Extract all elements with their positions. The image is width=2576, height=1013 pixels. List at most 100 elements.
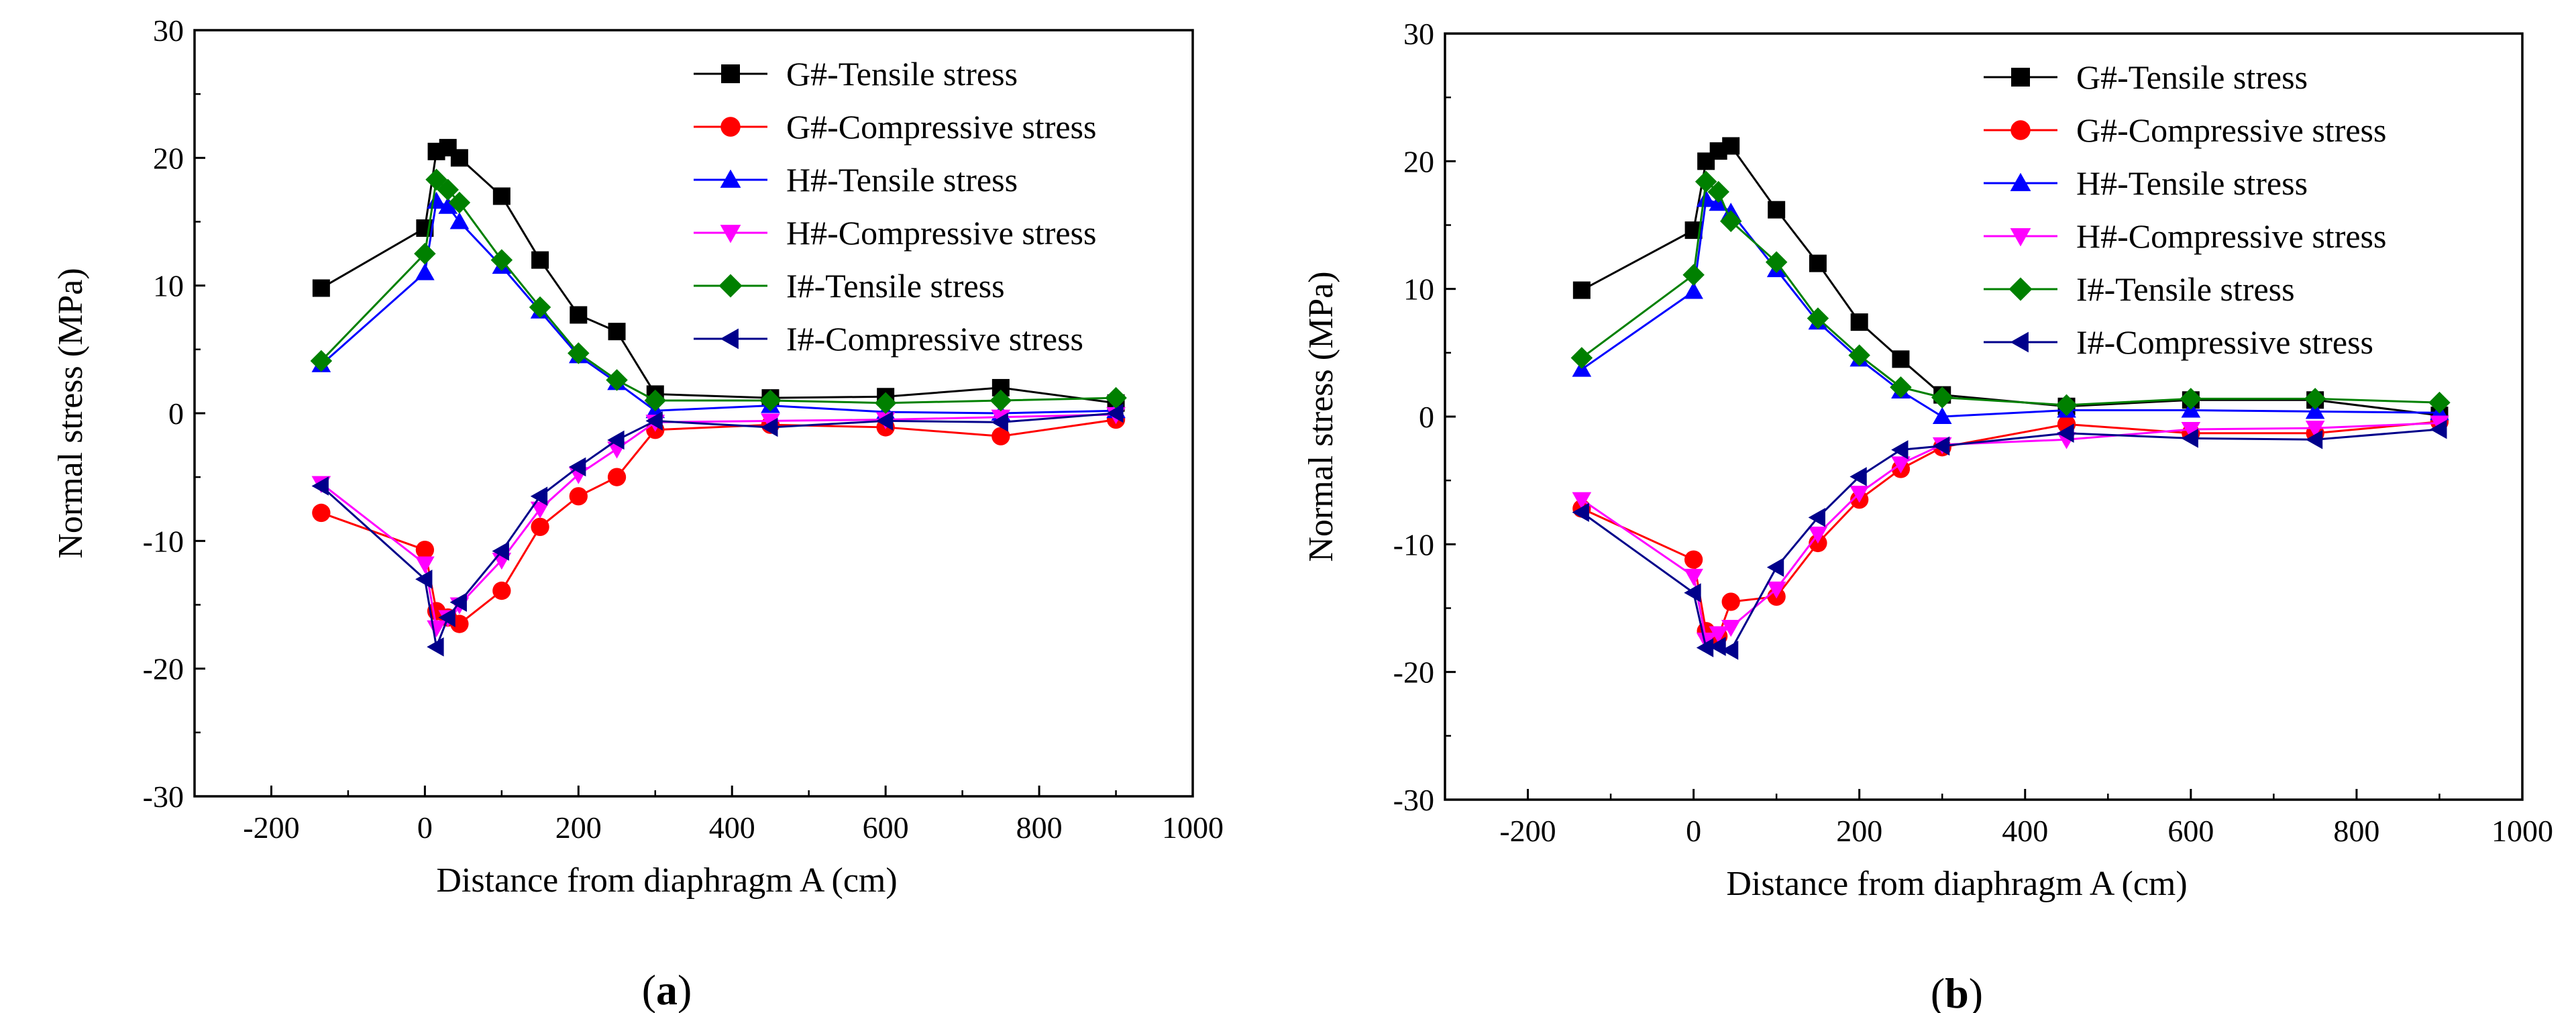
legend: G#-Tensile stress G#-Compressive stress H#… xyxy=(694,55,1096,358)
data-point xyxy=(1809,254,1827,272)
data-point xyxy=(1684,550,1703,569)
legend-marker xyxy=(2010,172,2031,191)
data-point xyxy=(492,581,511,600)
data-point xyxy=(438,608,455,627)
series-line xyxy=(1581,421,2440,638)
data-point xyxy=(2180,388,2202,410)
data-point xyxy=(1719,210,1742,233)
data-point xyxy=(761,417,778,437)
legend-marker xyxy=(721,64,740,83)
data-point xyxy=(490,249,513,271)
data-point xyxy=(2057,423,2074,443)
data-point xyxy=(1850,313,1868,331)
legend-marker xyxy=(720,328,739,350)
x-tick-label: 1000 xyxy=(2491,814,2553,848)
x-tick-label: 800 xyxy=(2333,814,2379,848)
y-tick-label: -20 xyxy=(1393,655,1434,690)
series-G#-Compressive stress xyxy=(312,410,1126,633)
x-tick-label: 600 xyxy=(2167,814,2214,848)
data-point xyxy=(448,191,471,214)
data-point xyxy=(1696,190,1716,207)
x-axis-title: Distance from diaphragm A (cm) xyxy=(1726,865,2187,903)
data-point xyxy=(1890,376,1912,398)
y-tick-label: 10 xyxy=(1403,272,1434,307)
data-point xyxy=(607,430,625,450)
data-point xyxy=(1106,403,1124,423)
data-point xyxy=(1707,180,1729,203)
data-point xyxy=(2181,429,2198,448)
data-point xyxy=(312,503,331,523)
data-point xyxy=(1572,281,1591,299)
data-point xyxy=(1891,456,1911,474)
y-tick-label: 20 xyxy=(1403,144,1434,178)
data-point xyxy=(989,389,1012,412)
data-point xyxy=(569,487,588,506)
caption-letter: a xyxy=(656,966,678,1013)
chart-panel-a: -200 0 200 400 600 800 1000 -30 -20 -10 0 10 20 30 Dis… xyxy=(52,13,1224,1013)
legend-marker xyxy=(720,117,741,137)
series-line xyxy=(1580,179,2440,407)
data-point xyxy=(1709,626,1728,643)
x-tick-label: 0 xyxy=(1686,814,1701,848)
data-point xyxy=(1572,492,1592,510)
data-point xyxy=(1105,386,1127,409)
caption-letter: b xyxy=(1945,969,1969,1013)
data-point xyxy=(1721,641,1739,660)
data-point xyxy=(569,457,586,477)
caption-close-paren: ) xyxy=(1969,969,1983,1013)
series-line xyxy=(1580,428,2440,652)
data-point xyxy=(645,411,663,431)
data-point xyxy=(492,541,509,561)
data-point xyxy=(607,468,627,486)
data-point xyxy=(759,389,782,412)
series-I#-Tensile stress xyxy=(310,168,1127,415)
data-point xyxy=(1808,508,1825,527)
data-point xyxy=(606,369,628,391)
x-tick-label: 1000 xyxy=(1162,810,1224,845)
data-point xyxy=(1682,264,1705,286)
y-tick-label: -10 xyxy=(1393,527,1434,562)
x-tick-label: 0 xyxy=(417,810,433,845)
data-point xyxy=(450,149,468,167)
data-point xyxy=(492,187,511,205)
y-tick-label: 20 xyxy=(153,141,184,175)
data-point xyxy=(991,427,1010,445)
legend-marker xyxy=(720,225,741,244)
legend-label: G#-Compressive stress xyxy=(786,108,1096,146)
data-point xyxy=(1807,307,1829,329)
data-point xyxy=(415,556,435,574)
data-point xyxy=(530,486,548,507)
legend-marker xyxy=(2011,68,2030,87)
data-point xyxy=(427,637,444,657)
chart-panel-b: -200 0 200 400 600 800 1000 -30 -20 -10 0 10 20 30 Dis… xyxy=(1302,17,2553,1013)
y-tick-label: -30 xyxy=(1393,783,1434,817)
data-point xyxy=(2181,421,2201,439)
data-point xyxy=(1721,620,1741,637)
data-point xyxy=(415,570,433,589)
series-line xyxy=(321,419,1116,625)
caption-close-paren: ) xyxy=(678,966,692,1013)
data-point xyxy=(1768,201,1786,219)
data-point xyxy=(415,263,435,280)
y-tick-label: 0 xyxy=(1419,400,1434,434)
x-tick-label: 200 xyxy=(555,810,602,845)
series-line xyxy=(1580,422,2440,642)
legend-label: H#-Tensile stress xyxy=(786,161,1018,199)
legend-label: G#-Tensile stress xyxy=(2076,58,2308,96)
x-tick-label: 400 xyxy=(709,810,755,845)
legend-marker xyxy=(2010,228,2031,247)
legend-marker xyxy=(718,274,743,298)
x-axis-title: Distance from diaphragm A (cm) xyxy=(436,861,897,900)
y-axis-title: Normal stress (MPa) xyxy=(1302,271,1340,562)
data-point xyxy=(1891,440,1909,460)
legend-marker xyxy=(720,169,741,188)
data-point xyxy=(414,242,436,265)
data-point xyxy=(449,592,467,612)
series-I#-Tensile stress xyxy=(1570,170,2451,417)
data-point xyxy=(1572,502,1589,523)
caption-open-paren: ( xyxy=(642,966,656,1013)
data-point xyxy=(644,389,667,412)
data-point xyxy=(311,476,329,496)
data-point xyxy=(1932,407,1952,425)
